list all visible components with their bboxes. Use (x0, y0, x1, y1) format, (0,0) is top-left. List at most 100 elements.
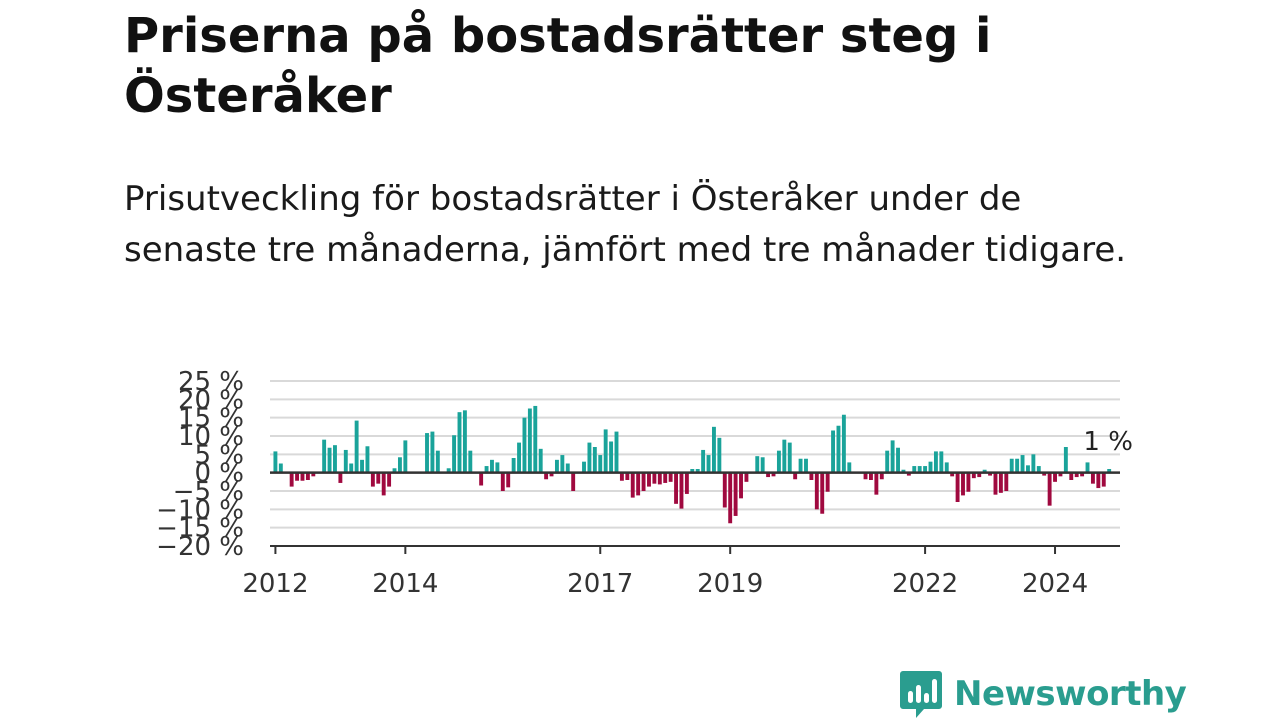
bar (1058, 472, 1063, 477)
bar (381, 472, 386, 496)
bar (998, 472, 1003, 493)
bar (917, 466, 922, 473)
bar (760, 457, 765, 473)
bars (273, 405, 1112, 524)
bar (517, 442, 521, 473)
bar (511, 458, 516, 473)
bar (479, 472, 484, 486)
bar (500, 472, 505, 491)
bar (636, 472, 641, 496)
y-tick-label: 15 % (178, 404, 244, 434)
bar (468, 450, 473, 473)
bar (733, 472, 738, 516)
bar (571, 472, 576, 491)
x-tick-label: 2014 (372, 569, 438, 599)
bar (278, 463, 283, 473)
newsworthy-logo: Newsworthy (900, 668, 1187, 720)
y-tick-label: −15 % (156, 514, 244, 544)
bar (392, 468, 397, 473)
bar (1090, 472, 1095, 484)
bar (446, 468, 451, 473)
bar (831, 430, 836, 473)
bar (668, 472, 673, 482)
bar (370, 472, 375, 487)
bar (717, 437, 722, 473)
bar (641, 472, 646, 491)
bar (582, 461, 586, 473)
bar (787, 442, 792, 473)
bar (560, 455, 565, 473)
x-tick-label: 2012 (242, 569, 308, 599)
bar (1042, 472, 1047, 476)
bar (554, 459, 559, 473)
bar (993, 472, 998, 495)
bar (863, 472, 868, 480)
bar (462, 410, 467, 473)
bar (1031, 454, 1036, 473)
bar (874, 472, 879, 495)
bar (912, 466, 917, 473)
bar (674, 472, 678, 504)
bar (349, 463, 354, 473)
bar (1004, 472, 1009, 491)
bar (630, 472, 635, 498)
bar (360, 459, 364, 473)
bar (1074, 472, 1079, 478)
bar (354, 420, 359, 473)
bar (782, 439, 787, 473)
bar (955, 472, 960, 502)
bar (776, 450, 781, 473)
bar (365, 446, 370, 473)
bar (657, 472, 662, 485)
x-tick-label: 2019 (697, 569, 763, 599)
bar (452, 435, 457, 473)
bar (533, 405, 538, 473)
bar (1020, 455, 1025, 473)
bar (712, 426, 716, 473)
bar (690, 469, 695, 473)
bar (397, 457, 402, 473)
bar (1009, 458, 1014, 473)
bar (869, 472, 873, 480)
newsworthy-chart-icon (900, 671, 942, 718)
bar (403, 440, 408, 473)
bar (755, 456, 760, 473)
bar (896, 447, 900, 473)
bar (387, 472, 392, 487)
bar (1036, 466, 1041, 473)
bar (647, 472, 651, 487)
bar (809, 472, 814, 480)
y-tick-label: 5 % (194, 440, 244, 470)
bar (820, 472, 825, 514)
bar (890, 440, 895, 473)
bar (901, 469, 906, 473)
bar (722, 472, 727, 508)
y-tick-label: 0 % (194, 459, 244, 489)
bar (522, 417, 527, 473)
bar (1053, 472, 1057, 482)
bar (841, 414, 846, 473)
bar (457, 412, 462, 473)
y-tick-label: 20 % (178, 385, 244, 415)
bar (289, 472, 294, 487)
gridlines (270, 380, 1120, 547)
bar (625, 472, 630, 480)
bar (766, 472, 771, 478)
bar (598, 455, 603, 473)
bar (684, 472, 689, 494)
bar (327, 447, 332, 473)
y-tick-labels: 25 %20 %15 %10 %5 %0 %−5 %−10 %−15 %−20 … (156, 367, 244, 562)
bar (906, 472, 911, 476)
bar (565, 463, 570, 473)
bar (1101, 472, 1106, 487)
bar (847, 462, 852, 473)
bar (923, 466, 928, 473)
bar (971, 472, 976, 479)
bar (836, 425, 841, 473)
bar (961, 472, 965, 496)
bar (273, 451, 278, 473)
bar (879, 472, 884, 480)
axes (270, 471, 1120, 554)
bar (587, 442, 592, 473)
